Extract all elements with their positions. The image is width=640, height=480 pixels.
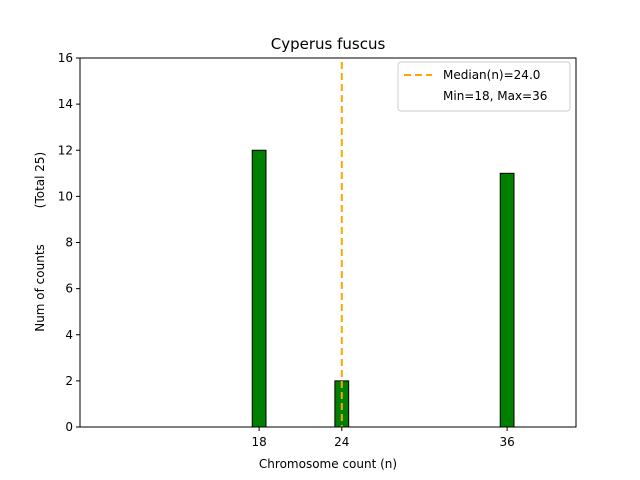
bars-layer (251, 149, 515, 428)
legend-box (397, 61, 571, 112)
y-tick-label-2: 2 (65, 374, 73, 388)
bar-18 (251, 149, 267, 428)
bar-36 (499, 172, 515, 428)
y-tick-label-10: 10 (58, 189, 73, 203)
legend-entry-2: Min=18, Max=36 (443, 89, 547, 103)
x-tick-label-24: 24 (334, 435, 349, 449)
y-tick-label-16: 16 (58, 51, 73, 65)
y-tick-label-0: 0 (65, 420, 73, 434)
legend: Median(n)=24.0 Min=18, Max=36 (397, 61, 571, 112)
x-tick-label-18: 18 (251, 435, 266, 449)
y-tick-label-8: 8 (65, 236, 73, 250)
y-tick-label-4: 4 (65, 328, 73, 342)
y-tick-label-6: 6 (65, 282, 73, 296)
y-axis-label: Num of counts (33, 244, 47, 332)
y-tick-label-14: 14 (58, 97, 73, 111)
y-tick-label-12: 12 (58, 143, 73, 157)
legend-entry-1: Median(n)=24.0 (443, 68, 540, 82)
y-axis-total-note: (Total 25) (33, 152, 47, 208)
x-tick-label-36: 36 (499, 435, 514, 449)
x-axis-label: Chromosome count (n) (259, 457, 397, 471)
chart-title: Cyperus fuscus (271, 35, 386, 53)
